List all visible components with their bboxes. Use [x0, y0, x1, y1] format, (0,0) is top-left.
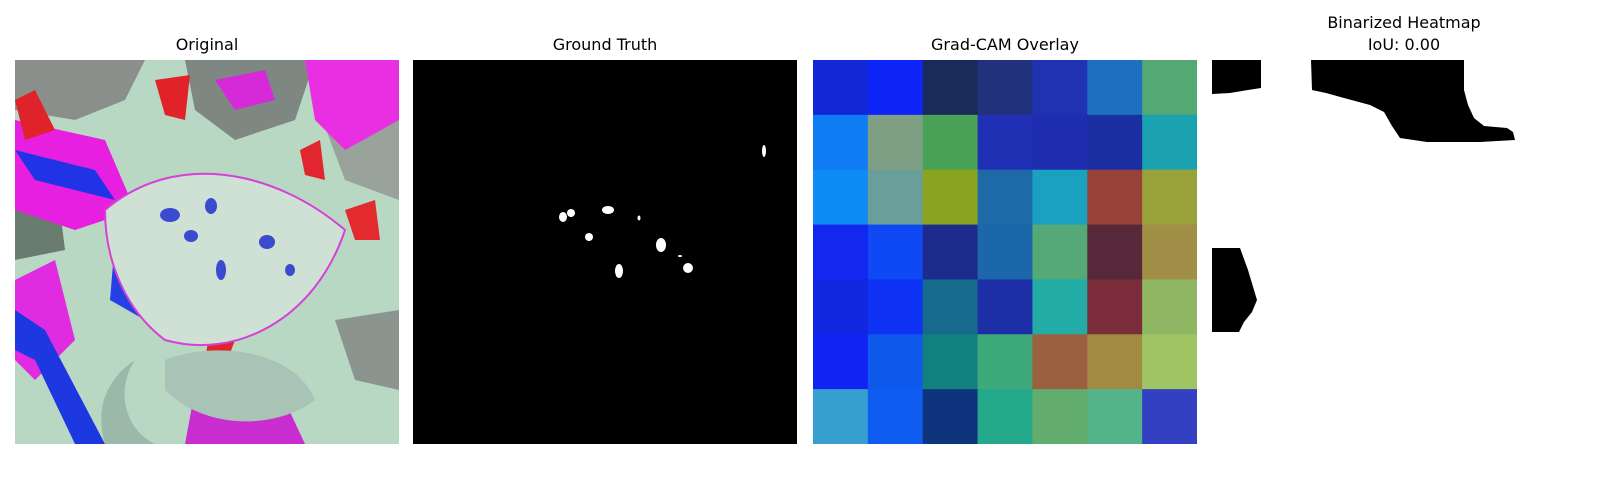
binarized-title-line1: Binarized Heatmap — [1327, 13, 1481, 32]
gradcam-cell — [1087, 169, 1143, 226]
ground-truth-mask — [413, 60, 797, 444]
gradcam-cell — [922, 114, 979, 171]
gradcam-cell — [813, 224, 869, 280]
gradcam-cell — [1032, 60, 1088, 116]
gradcam-cell — [1087, 279, 1143, 335]
gradcam-cell — [977, 279, 1033, 335]
gradcam-cell — [977, 389, 1033, 444]
gradcam-cell — [1087, 224, 1143, 280]
iou-label: IoU: 0.00 — [1367, 35, 1441, 54]
gradcam-cell — [1087, 389, 1143, 444]
gradcam-cell — [1142, 279, 1197, 335]
gradcam-cell — [867, 389, 924, 444]
gradcam-cell — [1032, 169, 1088, 226]
gradcam-cell — [1032, 334, 1088, 390]
gradcam-cell — [1142, 114, 1197, 171]
gradcam-cell — [867, 60, 924, 116]
gradcam-cell — [1087, 334, 1143, 390]
binarized-heatmap — [1212, 60, 1596, 444]
gradcam-cell — [867, 334, 924, 390]
gradcam-cell — [1142, 169, 1197, 226]
gradcam-cell — [813, 114, 869, 171]
gradcam-cell — [813, 60, 869, 116]
gradcam-cell — [922, 279, 979, 335]
gradcam-cell — [1142, 60, 1197, 116]
ground-truth-title: Ground Truth — [552, 35, 658, 54]
gradcam-cell — [1032, 389, 1088, 444]
gradcam-cell — [1142, 389, 1197, 444]
gradcam-cell — [1087, 60, 1143, 116]
gradcam-cell — [813, 169, 869, 226]
gradcam-cell — [1032, 224, 1088, 280]
gradcam-cell — [922, 334, 979, 390]
gradcam-cell — [922, 224, 979, 280]
gradcam-cell — [1032, 279, 1088, 335]
lesion-blobs — [559, 145, 766, 278]
gradcam-cell — [867, 169, 924, 226]
original-image — [15, 60, 399, 444]
gradcam-cell — [977, 169, 1033, 226]
gradcam-overlay — [813, 60, 1197, 444]
gradcam-cell — [1087, 114, 1143, 171]
gradcam-cell — [867, 224, 924, 280]
gradcam-cell — [977, 224, 1033, 280]
gradcam-cell — [922, 169, 979, 226]
binarized-regions — [1212, 60, 1515, 332]
gradcam-cell — [977, 114, 1033, 171]
gradcam-cell — [813, 334, 869, 390]
gradcam-cell — [813, 389, 869, 444]
gradcam-cell — [977, 334, 1033, 390]
gradcam-cell — [922, 389, 979, 444]
gradcam-cell — [867, 279, 924, 335]
binarized-title: Binarized Heatmap IoU: 0.00 — [1212, 12, 1596, 56]
gradcam-cell — [1032, 114, 1088, 171]
gradcam-title: Grad-CAM Overlay — [931, 35, 1079, 54]
gradcam-cell — [977, 60, 1033, 116]
original-title: Original — [175, 35, 239, 54]
gradcam-cell — [813, 279, 869, 335]
gradcam-cell — [922, 60, 979, 116]
gradcam-cell — [1142, 334, 1197, 390]
gradcam-cell — [867, 114, 924, 171]
gradcam-cell — [1142, 224, 1197, 280]
